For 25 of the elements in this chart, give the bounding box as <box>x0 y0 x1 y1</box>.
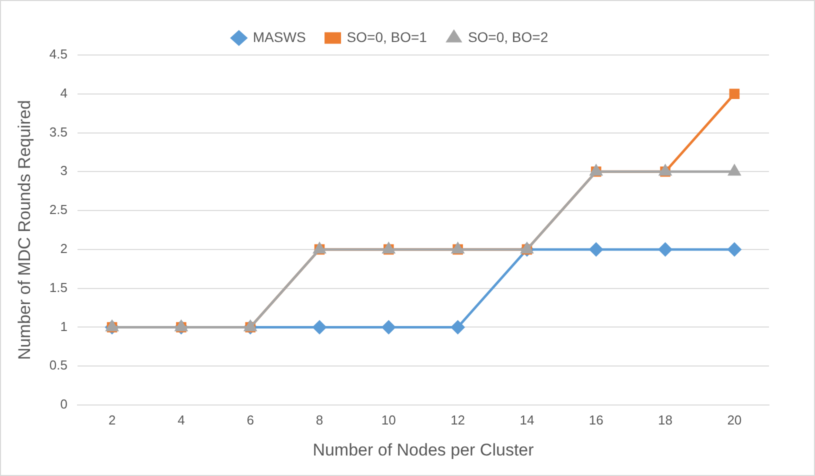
y-axis-title: Number of MDC Rounds Required <box>14 100 34 360</box>
y-tick-label: 0 <box>60 396 68 412</box>
y-tick-label: 2 <box>60 241 68 256</box>
y-tick-label: 0.5 <box>49 358 68 373</box>
x-tick-label: 14 <box>520 412 534 428</box>
x-axis-title: Number of Nodes per Cluster <box>312 440 534 460</box>
x-tick-label: 12 <box>450 412 466 428</box>
x-tick-label: 10 <box>381 412 396 428</box>
legend-label: SO=0, BO=2 <box>468 28 548 45</box>
y-tick-label: 1 <box>60 318 68 334</box>
y-tick-label: 1.5 <box>49 280 68 295</box>
x-tick-label: 2 <box>108 412 116 428</box>
x-tick-label: 6 <box>246 412 254 428</box>
legend-label: MASWS <box>252 28 306 45</box>
legend-label: SO=0, BO=1 <box>346 28 428 45</box>
y-tick-label: 3 <box>60 163 68 178</box>
x-tick-label: 8 <box>316 412 324 428</box>
y-tick-label: 3.5 <box>49 124 68 140</box>
x-tick-label: 16 <box>588 412 604 428</box>
x-tick-label: 4 <box>178 412 185 428</box>
y-tick-label: 2.5 <box>49 202 68 218</box>
x-tick-label: 20 <box>727 412 742 428</box>
y-tick-label: 4 <box>60 85 68 100</box>
x-tick-label: 18 <box>658 412 673 428</box>
y-tick-label: 4.5 <box>49 46 68 62</box>
